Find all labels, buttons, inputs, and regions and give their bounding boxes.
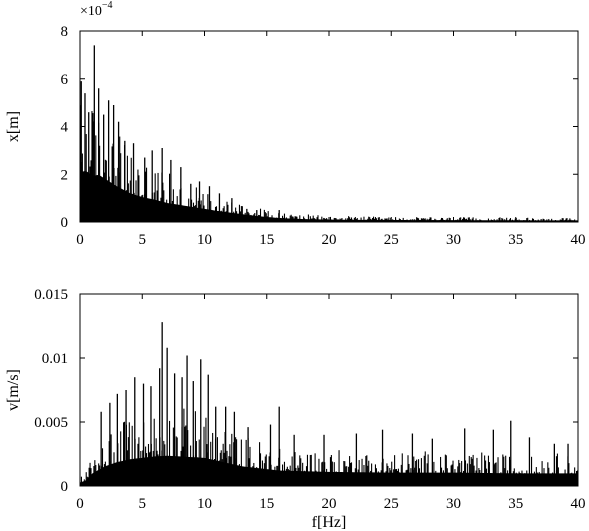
velocity-bars bbox=[79, 408, 579, 486]
x-tick-label: 30 bbox=[446, 232, 461, 248]
displacement-peak-bars bbox=[80, 45, 280, 222]
y-tick-label: 0 bbox=[61, 479, 69, 495]
y-tick-label: 0.015 bbox=[34, 287, 68, 303]
velocity-peak-bars bbox=[100, 322, 569, 486]
y-tick-label: 6 bbox=[61, 72, 69, 88]
x-tick-label: 40 bbox=[571, 496, 586, 512]
multiplier-base: ×10 bbox=[80, 4, 102, 19]
displacement-bars bbox=[79, 105, 579, 222]
x-tick-label: 35 bbox=[508, 232, 523, 248]
x-tick-label: 40 bbox=[571, 232, 586, 248]
x-tick-label: 0 bbox=[76, 496, 84, 512]
y-tick-label: 2 bbox=[61, 167, 69, 183]
y-tick-label: 0.005 bbox=[34, 415, 68, 431]
multiplier-exponent: −4 bbox=[102, 0, 113, 11]
y-tick-label: 0 bbox=[61, 215, 69, 231]
x-tick-label: 20 bbox=[322, 232, 337, 248]
y-tick-label: 4 bbox=[61, 120, 69, 136]
velocity-y-axis-label: v[m/s] bbox=[5, 369, 22, 411]
x-tick-label: 0 bbox=[76, 232, 84, 248]
x-tick-label: 15 bbox=[259, 496, 274, 512]
x-tick-label: 10 bbox=[197, 232, 212, 248]
frequency-x-axis-label: f[Hz] bbox=[312, 514, 347, 531]
x-tick-label: 10 bbox=[197, 496, 212, 512]
x-tick-label: 35 bbox=[508, 496, 523, 512]
x-tick-label: 5 bbox=[139, 496, 147, 512]
displacement-spectrum-panel: 0 2 4 6 8 0 5 10 15 20 25 30 35 40 x[m] ×10−4 bbox=[5, 0, 586, 248]
displacement-y-multiplier: ×10−4 bbox=[80, 0, 113, 19]
displacement-y-axis-label: x[m] bbox=[5, 111, 22, 142]
spectrum-fill bbox=[80, 455, 578, 486]
velocity-y-ticks: 0 0.005 0.01 0.015 bbox=[34, 287, 578, 495]
x-tick-label: 25 bbox=[384, 496, 399, 512]
x-tick-label: 25 bbox=[384, 232, 399, 248]
velocity-x-ticks: 0 5 10 15 20 25 30 35 40 bbox=[76, 294, 586, 512]
x-tick-label: 15 bbox=[259, 232, 274, 248]
x-tick-label: 5 bbox=[139, 232, 147, 248]
displacement-y-ticks: 0 2 4 6 8 bbox=[61, 24, 578, 231]
x-tick-label: 20 bbox=[322, 496, 337, 512]
y-tick-label: 0.01 bbox=[42, 351, 68, 367]
spectrum-fill bbox=[80, 171, 578, 222]
x-tick-label: 30 bbox=[446, 496, 461, 512]
y-tick-label: 8 bbox=[61, 24, 69, 40]
displacement-x-ticks: 0 5 10 15 20 25 30 35 40 bbox=[76, 31, 586, 248]
